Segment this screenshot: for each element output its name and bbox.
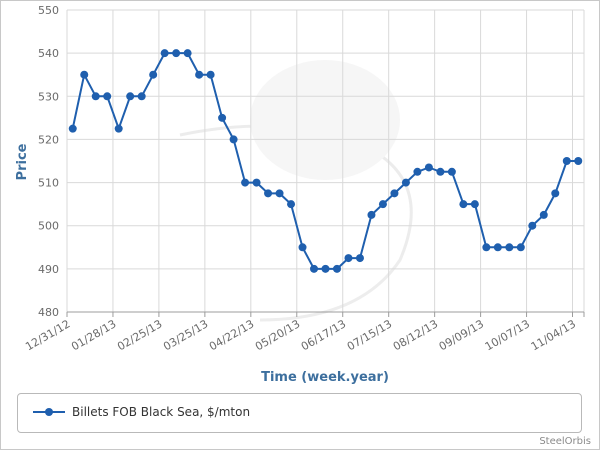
y-axis-title: Price [15, 143, 30, 180]
data-point[interactable] [321, 264, 330, 273]
data-point[interactable] [310, 264, 319, 273]
data-point[interactable] [149, 70, 158, 79]
x-tick-label: 06/17/13 [299, 317, 348, 353]
data-point[interactable] [68, 124, 77, 133]
data-point[interactable] [551, 189, 560, 198]
watermark-logo [179, 60, 413, 322]
data-point[interactable] [252, 178, 261, 187]
x-axis-title: Time (week.year) [261, 370, 389, 385]
data-point[interactable] [516, 243, 525, 252]
data-point[interactable] [378, 200, 387, 209]
y-tick-label: 490 [38, 263, 59, 276]
data-point[interactable] [413, 167, 422, 176]
source-credit: SteelOrbis [539, 436, 591, 447]
data-point[interactable] [574, 157, 583, 165]
x-tick-label: 05/20/13 [253, 317, 302, 353]
data-point[interactable] [447, 167, 456, 176]
x-tick-label: 03/25/13 [161, 317, 210, 353]
data-point[interactable] [390, 189, 399, 198]
data-point[interactable] [229, 135, 238, 144]
data-point[interactable] [206, 70, 215, 79]
y-tick-label: 480 [38, 306, 59, 319]
x-tick-label: 12/31/12 [23, 317, 72, 353]
y-tick-label: 510 [38, 177, 59, 190]
data-point[interactable] [195, 70, 204, 79]
y-tick-label: 520 [38, 133, 59, 146]
data-point[interactable] [482, 243, 491, 252]
data-point[interactable] [137, 92, 146, 101]
x-tick-label: 07/15/13 [345, 317, 394, 353]
y-tick-label: 540 [38, 47, 59, 60]
data-point[interactable] [287, 200, 296, 209]
x-tick-label: 09/09/13 [437, 317, 486, 353]
data-point[interactable] [126, 92, 135, 101]
data-point[interactable] [91, 92, 100, 101]
data-point[interactable] [539, 210, 548, 219]
legend-item[interactable]: Billets FOB Black Sea, $/mton [32, 405, 250, 419]
data-point[interactable] [103, 92, 112, 101]
data-point[interactable] [160, 49, 169, 58]
legend: Billets FOB Black Sea, $/mton [17, 393, 582, 433]
x-tick-label: 08/12/13 [391, 317, 440, 353]
data-point[interactable] [401, 178, 410, 187]
data-point[interactable] [470, 200, 479, 209]
data-point[interactable] [332, 264, 341, 273]
data-point[interactable] [459, 200, 468, 209]
legend-label: Billets FOB Black Sea, $/mton [72, 405, 251, 419]
data-point[interactable] [275, 189, 284, 198]
x-tick-label: 02/25/13 [115, 317, 164, 353]
data-point[interactable] [241, 178, 250, 187]
data-point[interactable] [367, 210, 376, 219]
y-tick-label: 530 [38, 90, 59, 103]
data-point[interactable] [528, 221, 537, 230]
y-tick-label: 550 [38, 4, 59, 17]
data-point[interactable] [505, 243, 514, 252]
x-tick-label: 11/04/13 [529, 317, 578, 353]
data-point[interactable] [172, 49, 181, 58]
data-point[interactable] [298, 243, 307, 252]
data-point[interactable] [424, 163, 433, 172]
data-point[interactable] [218, 113, 227, 122]
data-point[interactable] [344, 254, 353, 263]
data-point[interactable] [562, 157, 571, 165]
data-point[interactable] [355, 254, 364, 263]
data-point[interactable] [114, 124, 123, 133]
data-point[interactable] [436, 167, 445, 176]
data-point[interactable] [80, 70, 89, 79]
data-point[interactable] [183, 49, 192, 58]
y-tick-label: 500 [38, 220, 59, 233]
data-point[interactable] [264, 189, 273, 198]
legend-line-marker-icon [33, 408, 65, 416]
data-point[interactable] [493, 243, 502, 252]
x-tick-label: 10/07/13 [483, 317, 532, 353]
x-tick-label: 04/22/13 [207, 317, 256, 353]
x-tick-label: 01/28/13 [69, 317, 118, 353]
